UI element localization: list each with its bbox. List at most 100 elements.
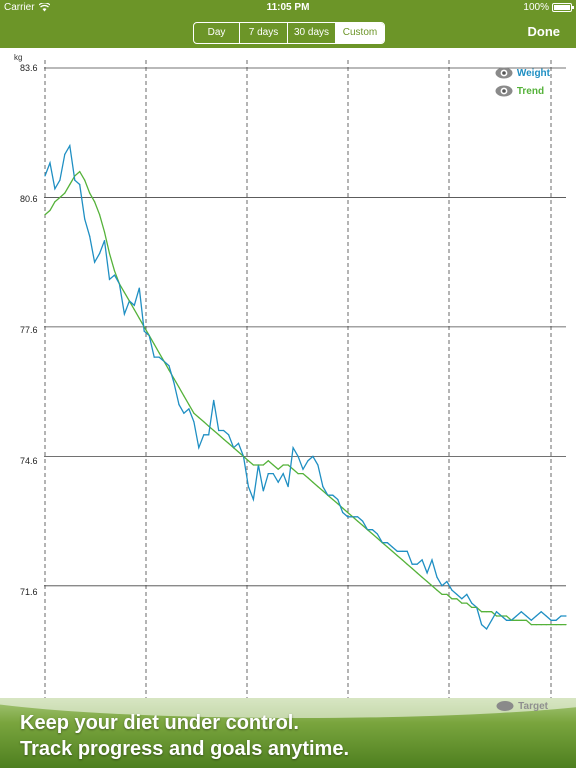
banner-line-2: Track progress and goals anytime. (20, 738, 350, 760)
legend-trend-label: Trend (516, 85, 545, 97)
y-tick-label: 74.6 (20, 456, 38, 466)
done-button[interactable]: Done (527, 24, 561, 39)
weight-point (401, 550, 403, 552)
weight-point (252, 498, 254, 501)
weight-point (406, 550, 408, 552)
trend-point (471, 606, 473, 609)
weight-point (337, 498, 339, 501)
trend-point (307, 477, 309, 479)
weight-point (302, 468, 304, 470)
trend-point (108, 252, 111, 255)
trend-point (262, 464, 264, 466)
trend-point (441, 593, 443, 596)
trend-point (416, 572, 418, 574)
trend-point (44, 214, 46, 216)
weight-point (461, 598, 463, 600)
legend-trend-toggle[interactable]: Trend (495, 82, 550, 100)
trend-series-line (44, 170, 566, 626)
segment-custom[interactable]: Custom (336, 23, 384, 43)
weight-point (223, 429, 225, 432)
trend-point (322, 490, 324, 492)
trend-point (218, 434, 220, 436)
trend-point (456, 598, 458, 600)
weight-point (520, 611, 522, 613)
weight-point (237, 442, 240, 444)
weight-point (411, 563, 413, 565)
weight-point (228, 434, 230, 436)
weight-point (198, 447, 200, 449)
legend-weight-toggle[interactable]: Weight (495, 64, 550, 82)
weight-point (262, 490, 264, 492)
legend-target-toggle[interactable]: Target (496, 700, 548, 712)
weight-point (456, 593, 458, 596)
weight-point (123, 313, 125, 315)
weight-point (535, 615, 537, 617)
eye-icon (495, 67, 513, 79)
weight-point (342, 511, 344, 514)
weight-point (94, 261, 96, 263)
weight-point (441, 585, 443, 587)
banner-swoosh (0, 698, 576, 718)
trend-point (94, 201, 96, 203)
weight-point (89, 235, 91, 237)
weight-point (272, 473, 274, 475)
weight-point (491, 619, 493, 621)
weight-point (322, 486, 324, 488)
status-time: 11:05 PM (266, 2, 310, 13)
trend-point (491, 611, 493, 613)
weight-point (481, 624, 483, 626)
trend-point (362, 524, 364, 527)
trend-point (500, 615, 503, 617)
weight-point (183, 412, 185, 414)
trend-point (252, 464, 254, 466)
weight-point (208, 434, 210, 436)
trend-point (272, 464, 274, 466)
trend-point (153, 343, 155, 345)
trend-point (223, 438, 225, 440)
weight-point (247, 486, 249, 488)
segment-30-days[interactable]: 30 days (288, 23, 336, 43)
trend-point (64, 192, 66, 194)
weight-point (466, 593, 468, 596)
weight-point (307, 460, 309, 462)
weight-point (218, 429, 220, 432)
trend-point (332, 498, 334, 501)
promo-banner: Keep your diet under control. Track prog… (0, 698, 576, 768)
trend-point (178, 386, 180, 388)
trend-point (49, 209, 51, 211)
trend-point (267, 460, 269, 462)
weight-point (59, 179, 61, 181)
trend-point (257, 464, 259, 466)
weight-point (158, 356, 160, 358)
weight-points (44, 145, 567, 630)
y-tick-label: 83.6 (20, 63, 38, 73)
weight-point (332, 494, 334, 496)
trend-point (183, 395, 185, 397)
segment-day[interactable]: Day (194, 23, 240, 43)
weight-chart[interactable] (0, 0, 576, 698)
weight-point (44, 175, 46, 177)
weight-point (495, 611, 498, 613)
battery-icon (552, 3, 574, 12)
trend-point (540, 624, 542, 626)
trend-point (138, 317, 140, 319)
trend-point (193, 412, 195, 414)
trend-point (237, 451, 240, 453)
status-bar: Carrier 11:05 PM 100% (0, 0, 576, 16)
trend-point (123, 291, 125, 293)
weight-point (84, 218, 86, 220)
segment-7-days[interactable]: 7 days (240, 23, 288, 43)
trend-point (352, 516, 354, 518)
legend-weight-label: Weight (516, 67, 550, 79)
trend-point (560, 624, 562, 626)
weight-point (545, 615, 547, 617)
trend-point (317, 486, 319, 488)
weight-point (471, 602, 473, 604)
battery-percent: 100% (523, 2, 549, 13)
weight-point (64, 153, 66, 155)
trend-point (242, 455, 245, 457)
weight-point (451, 589, 453, 591)
wifi-icon (38, 3, 50, 12)
trend-point (302, 473, 304, 475)
trend-point (342, 507, 344, 509)
